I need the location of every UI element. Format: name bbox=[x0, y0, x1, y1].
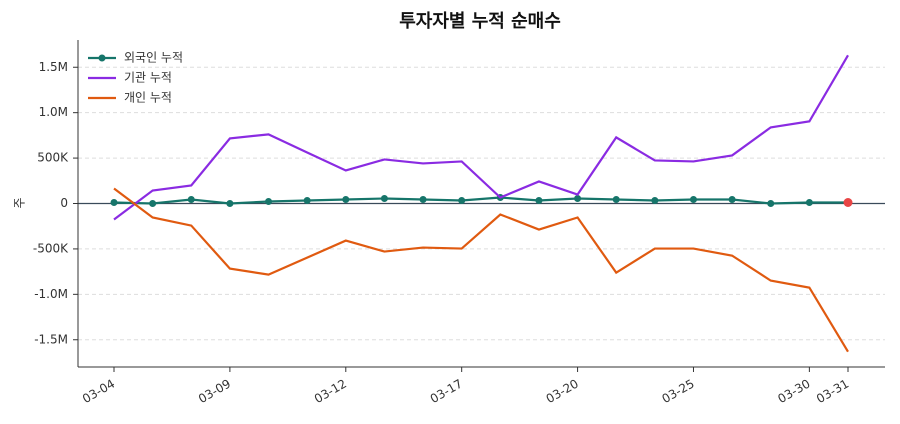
point bbox=[380, 195, 388, 203]
x-tick-label: 03-30 bbox=[775, 377, 812, 407]
x-tick-label: 03-25 bbox=[660, 377, 697, 407]
point bbox=[535, 197, 543, 205]
legend-label: 외국인 누적 bbox=[124, 51, 183, 65]
y-tick-label: -1.5M bbox=[34, 332, 68, 346]
point bbox=[458, 197, 466, 205]
point bbox=[265, 198, 273, 206]
x-tick-label: 03-04 bbox=[80, 377, 117, 407]
point bbox=[805, 199, 813, 207]
legend-label: 개인 누적 bbox=[124, 91, 172, 105]
x-tick-label: 03-12 bbox=[312, 377, 349, 407]
point bbox=[574, 195, 582, 203]
point bbox=[419, 196, 427, 204]
y-tick-label: 1.5M bbox=[39, 60, 68, 74]
x-tick-label: 03-09 bbox=[196, 377, 233, 407]
point bbox=[226, 200, 234, 207]
x-tick-label: 03-31 bbox=[814, 377, 851, 407]
chart-title: 투자자별 누적 순매수 bbox=[399, 11, 561, 32]
point bbox=[651, 197, 659, 205]
y-tick-label: -1.0M bbox=[34, 287, 68, 301]
point bbox=[728, 196, 736, 204]
point bbox=[110, 199, 118, 207]
series-line bbox=[113, 54, 849, 221]
point bbox=[149, 200, 157, 207]
y-tick-label: 0 bbox=[60, 196, 68, 210]
point bbox=[843, 198, 853, 208]
y-tick-label: 1.0M bbox=[39, 105, 68, 119]
legend-label: 기관 누적 bbox=[124, 71, 172, 85]
series-line bbox=[113, 196, 848, 205]
point bbox=[342, 196, 350, 204]
y-axis-label: 주 bbox=[13, 197, 27, 208]
y-tick-label: 500K bbox=[37, 151, 69, 165]
point bbox=[303, 197, 311, 205]
legend-marker bbox=[98, 54, 106, 62]
y-tick-label: -500K bbox=[33, 241, 69, 255]
point bbox=[612, 196, 620, 204]
point bbox=[187, 196, 195, 204]
point bbox=[767, 200, 775, 207]
x-tick-label: 03-17 bbox=[428, 377, 465, 407]
series-line bbox=[113, 187, 849, 353]
point bbox=[689, 196, 697, 204]
x-tick-label: 03-20 bbox=[544, 377, 581, 407]
